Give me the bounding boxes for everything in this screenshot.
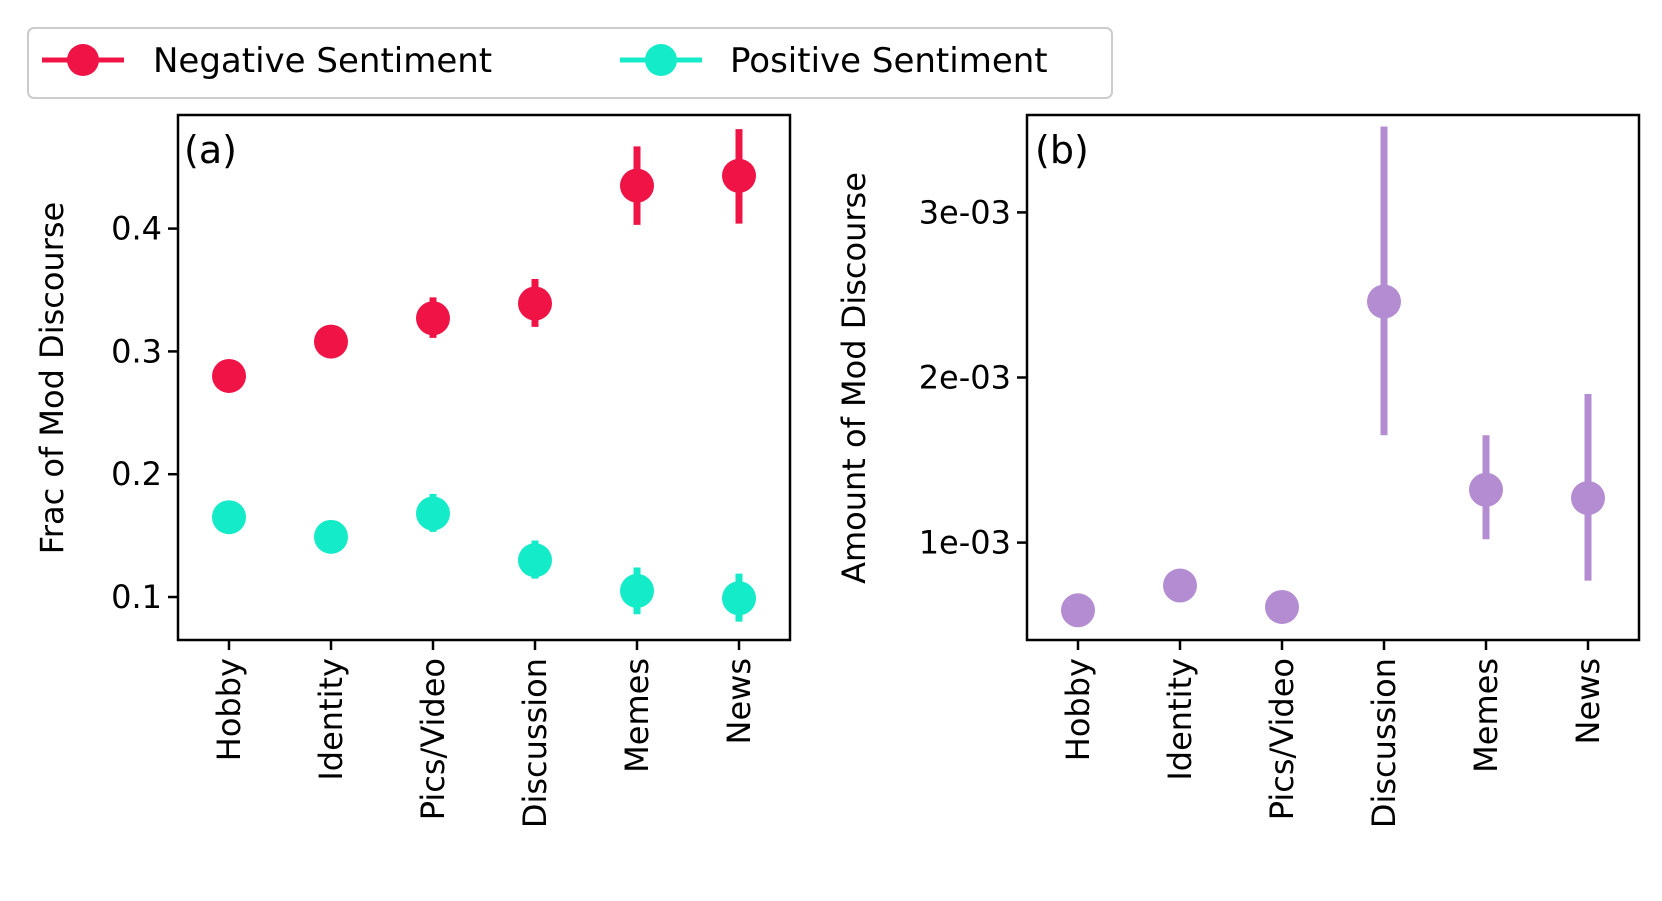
panel-a-point xyxy=(314,324,348,359)
panel-b-x-ticks: Hobby Identity Pics/Video Discussion Memes Ne… xyxy=(1059,640,1607,828)
panel-a-point xyxy=(314,519,348,554)
panel-a-point xyxy=(212,500,246,535)
panel-a-y-tick-label: 0.1 xyxy=(111,578,162,616)
panel-b-x-tick-label: Hobby xyxy=(1059,658,1097,761)
panel-a-x-tick-label: Pics/Video xyxy=(414,658,452,820)
panel-a-label: (a) xyxy=(184,128,237,172)
panel-a-x-tick-label: Hobby xyxy=(210,658,248,761)
legend-entry-positive: Positive Sentiment xyxy=(620,41,1048,81)
panel-a-point xyxy=(722,158,756,193)
panel-a-y-tick-label: 0.3 xyxy=(111,332,162,370)
panel-b-point xyxy=(1571,481,1605,516)
panel-a-x-tick-label: News xyxy=(720,658,758,744)
panel-b-y-ticks: 1e-03 2e-03 3e-03 xyxy=(919,193,1027,562)
panel-b-x-tick-label: Discussion xyxy=(1365,658,1403,828)
panel-a-point xyxy=(416,301,450,336)
panel-b-x-tick-label: News xyxy=(1569,658,1607,744)
panel-b-point xyxy=(1469,472,1503,507)
panel-b-point xyxy=(1061,593,1095,628)
panel-a-x-ticks: Hobby Identity Pics/Video Discussion Memes Ne… xyxy=(210,640,758,828)
panel-a-point xyxy=(416,496,450,531)
panel-a-point xyxy=(518,286,552,321)
panel-b-point xyxy=(1163,568,1197,603)
legend: Negative Sentiment Positive Sentiment xyxy=(27,27,1113,99)
panel-b-y-tick-label: 3e-03 xyxy=(919,193,1011,231)
legend-label-positive: Positive Sentiment xyxy=(730,41,1048,81)
panel-b-label: (b) xyxy=(1035,128,1089,172)
panel-a: (a) Frac of Mod Discourse 0.1 0.2 0.3 0.4 H… xyxy=(33,113,792,828)
panel-a-x-tick-label: Memes xyxy=(618,658,656,773)
panel-b-x-tick-label: Pics/Video xyxy=(1263,658,1301,820)
panel-b-y-axis-label: Amount of Mod Discourse xyxy=(835,172,873,584)
legend-label-negative: Negative Sentiment xyxy=(153,41,492,81)
panel-b-y-tick-label: 2e-03 xyxy=(919,359,1011,397)
legend-frame xyxy=(27,27,1113,99)
panel-a-point xyxy=(620,168,654,203)
panel-a-point xyxy=(722,581,756,616)
panel-b-point xyxy=(1265,589,1299,624)
panel-b-y-tick-label: 1e-03 xyxy=(919,524,1011,562)
panel-a-point xyxy=(212,358,246,393)
panel-b-x-tick-label: Identity xyxy=(1161,658,1199,781)
panel-b-marks xyxy=(1061,126,1605,628)
panel-a-marks xyxy=(212,129,756,622)
panel-a-y-tick-label: 0.4 xyxy=(111,210,162,248)
panel-b-frame xyxy=(1025,113,1641,642)
legend-marker-positive xyxy=(645,44,677,76)
panel-a-y-axis-label: Frac of Mod Discourse xyxy=(33,202,71,554)
panel-a-x-tick-label: Identity xyxy=(312,658,350,781)
legend-marker-negative xyxy=(67,44,99,76)
legend-entry-negative: Negative Sentiment xyxy=(42,41,492,81)
panel-a-y-ticks: 0.1 0.2 0.3 0.4 xyxy=(111,210,178,616)
panel-b-point xyxy=(1367,284,1401,319)
panel-a-point xyxy=(518,543,552,578)
panel-b-x-tick-label: Memes xyxy=(1467,658,1505,773)
panel-a-x-tick-label: Discussion xyxy=(516,658,554,828)
panel-b: (b) Amount of Mod Discourse 1e-03 2e-03 3e… xyxy=(835,113,1641,828)
panel-a-y-tick-label: 0.2 xyxy=(111,455,162,493)
panel-a-point xyxy=(620,573,654,608)
panel-a-frame xyxy=(176,113,792,642)
